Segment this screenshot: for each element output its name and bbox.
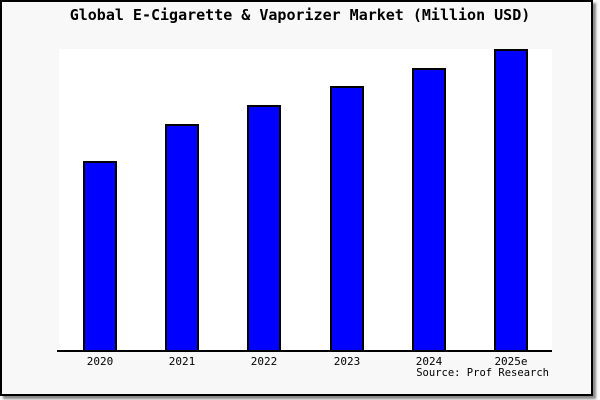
x-tick-label-2025e: 2025e <box>494 355 528 368</box>
bar-2021 <box>165 124 199 350</box>
x-tick-label-2023: 2023 <box>333 355 361 368</box>
bar-2022 <box>247 105 281 350</box>
source-caption: Source: Prof Research <box>416 367 549 379</box>
plot-area <box>59 49 552 352</box>
x-axis-tick-labels: 2020 2021 2022 2023 2024 2025e <box>59 355 552 369</box>
bar-2023 <box>330 86 364 350</box>
x-axis-line <box>57 350 60 352</box>
x-tick-label-2020: 2020 <box>86 355 114 368</box>
x-tick-label-2021: 2021 <box>168 355 196 368</box>
bar-2025e <box>494 49 528 350</box>
chart-title: Global E-Cigarette & Vaporizer Market (M… <box>69 6 531 24</box>
x-tick-label-2022: 2022 <box>250 355 278 368</box>
bar-2024 <box>412 68 446 350</box>
x-tick-label-2024: 2024 <box>415 355 443 368</box>
bar-2020 <box>83 161 117 350</box>
